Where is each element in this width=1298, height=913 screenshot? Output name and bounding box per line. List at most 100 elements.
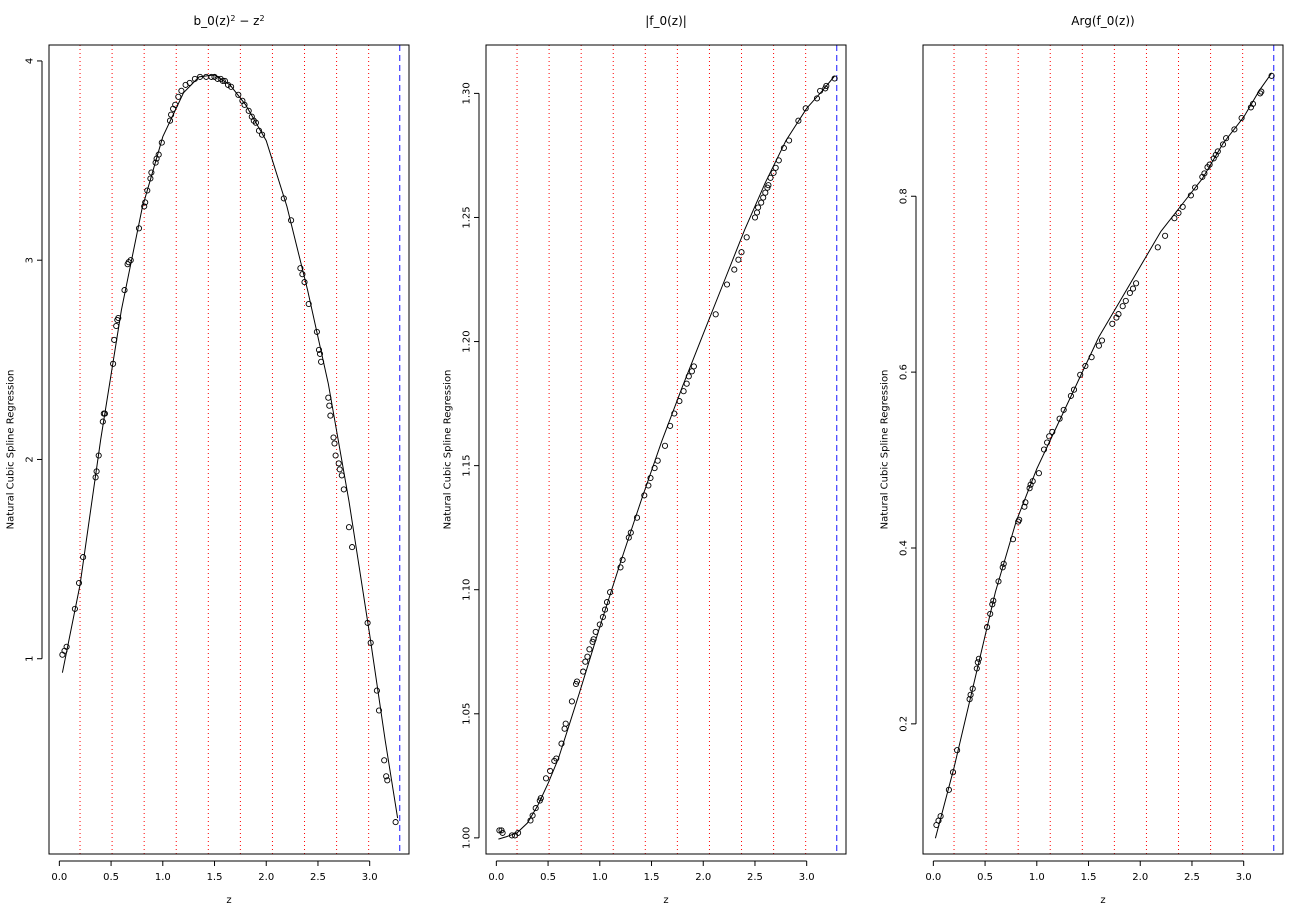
data-point — [1219, 141, 1227, 148]
data-point — [633, 514, 641, 521]
data-point — [93, 468, 100, 475]
y-tick-label: 1.25 — [462, 206, 473, 228]
data-point — [172, 101, 179, 108]
data-point — [196, 73, 204, 80]
y-tick-label: 1.15 — [462, 454, 473, 476]
data-point — [1201, 170, 1208, 177]
data-point — [331, 440, 338, 447]
data-point — [1040, 446, 1048, 453]
data-point — [738, 249, 745, 256]
x-tick-label: 2.5 — [1184, 872, 1200, 883]
data-point — [152, 159, 159, 166]
data-point — [647, 474, 654, 482]
data-point — [110, 360, 117, 367]
data-point — [75, 579, 83, 587]
data-point — [147, 175, 154, 182]
y-axis-title: Natural Cubic Spline Regression — [880, 370, 891, 530]
data-point — [515, 829, 522, 836]
data-point — [299, 271, 306, 278]
x-tick-label: 0.5 — [540, 872, 556, 883]
x-tick-label: 0.5 — [977, 872, 993, 883]
y-tick-label: 4 — [25, 58, 36, 64]
data-point — [974, 659, 981, 666]
data-point — [1029, 478, 1036, 485]
x-tick-label: 1.5 — [644, 872, 660, 883]
plot-frame — [922, 44, 1284, 855]
data-point — [1046, 433, 1053, 440]
data-point — [1238, 114, 1245, 122]
data-point — [338, 472, 345, 479]
panel-title: |f_0(z)| — [645, 14, 687, 28]
data-point — [1070, 386, 1078, 393]
data-point — [224, 81, 232, 88]
data-point — [211, 73, 218, 80]
y-tick-label: 3 — [25, 257, 36, 263]
data-point — [367, 639, 374, 646]
data-point — [245, 107, 252, 114]
data-point — [221, 77, 228, 84]
data-point — [580, 668, 587, 675]
data-point — [1021, 503, 1028, 510]
data-point — [984, 624, 991, 631]
data-point — [1187, 192, 1194, 199]
panel-3: 0.0 0.5 1.0 1.5 2.0 2.5 3.0 0.2 0.4 0.6 0.8 z Natura… — [880, 14, 1284, 906]
data-point — [568, 698, 575, 705]
data-point — [599, 613, 606, 621]
data-point — [823, 82, 830, 89]
data-point — [1231, 126, 1238, 133]
data-point — [1223, 135, 1230, 142]
x-tick-label: 3.0 — [362, 872, 378, 883]
data-point — [989, 601, 996, 608]
data-point — [685, 373, 692, 380]
data-point — [135, 225, 143, 232]
data-point — [671, 410, 678, 417]
data-point — [1249, 100, 1257, 107]
data-point — [1214, 148, 1221, 155]
data-point — [690, 363, 697, 370]
data-point — [381, 757, 388, 764]
plot-frame — [485, 44, 847, 855]
data-point — [795, 117, 802, 124]
data-point — [1067, 392, 1074, 399]
x-tick-label: 1.0 — [1029, 872, 1045, 883]
data-point — [313, 328, 320, 335]
data-point — [735, 256, 742, 263]
y-tick-label: 0.4 — [899, 540, 910, 556]
data-point — [1088, 354, 1095, 361]
data-point — [142, 199, 149, 206]
x-tick-label: 0.0 — [488, 872, 504, 883]
data-point — [743, 234, 750, 241]
data-point — [318, 358, 325, 365]
data-point — [641, 492, 648, 499]
data-point — [1049, 428, 1056, 435]
data-point — [325, 394, 332, 401]
data-point — [214, 75, 221, 82]
x-axis-title: z — [663, 895, 668, 906]
data-point — [101, 410, 108, 417]
data-point — [945, 786, 952, 793]
data-point — [327, 412, 334, 419]
y-tick-label: 0.2 — [899, 716, 910, 732]
data-point — [1026, 485, 1033, 492]
data-point — [1082, 362, 1089, 370]
data-point — [392, 819, 399, 826]
data-point — [723, 281, 731, 288]
x-tick-label: 1.0 — [592, 872, 608, 883]
y-tick-label: 1.20 — [461, 330, 472, 352]
data-point — [373, 687, 380, 694]
panel-title: Arg(f_0(z)) — [1071, 14, 1134, 28]
data-point — [667, 422, 674, 429]
data-point — [802, 105, 809, 112]
x-tick-label: 2.0 — [695, 872, 711, 883]
data-point — [627, 529, 634, 536]
panel-1: 0.0 0.5 1.0 1.5 2.0 2.5 3.0 1 2 3 4 z Natural Cubic … — [6, 14, 410, 906]
x-tick-label: 1.0 — [155, 872, 171, 883]
data-point — [786, 137, 793, 144]
data-point — [562, 720, 569, 727]
plot-frame — [48, 44, 410, 855]
data-point — [1044, 439, 1051, 446]
data-point — [1122, 297, 1129, 304]
data-point — [645, 482, 652, 489]
data-point — [625, 534, 632, 541]
data-point — [1115, 311, 1122, 318]
